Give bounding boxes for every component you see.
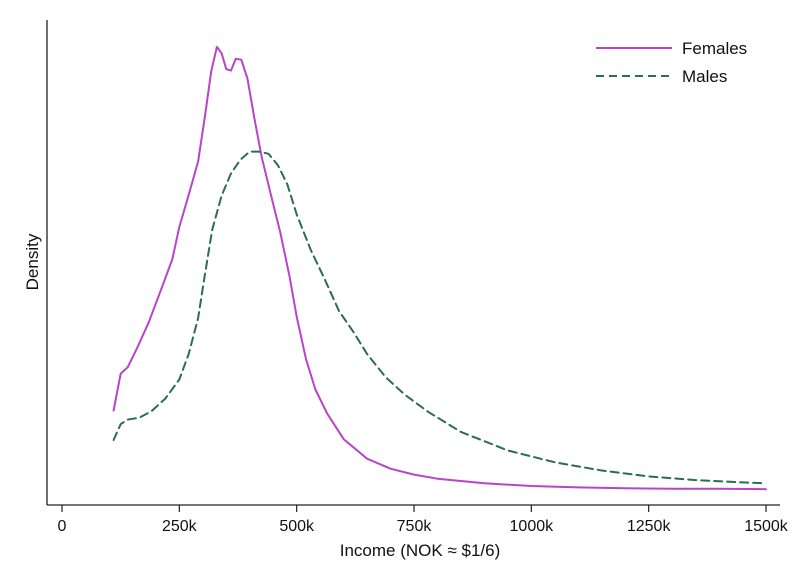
x-tick-label: 750k xyxy=(397,518,433,535)
x-tick-label: 1000k xyxy=(510,518,555,535)
x-tick-label: 1250k xyxy=(627,518,672,535)
x-tick-label: 0 xyxy=(58,518,67,535)
x-tick-label: 500k xyxy=(279,518,315,535)
x-axis-ticks: 0 250k 500k 750k 1000k 1250k 1500k xyxy=(58,505,789,535)
x-tick-label: 250k xyxy=(162,518,198,535)
series-lines xyxy=(112,45,767,491)
series-line-males xyxy=(112,150,767,485)
x-axis-title: Income (NOK ≈ $1/6) xyxy=(340,541,501,560)
series-line-females xyxy=(112,45,767,491)
x-tick-label: 1500k xyxy=(744,518,789,535)
legend-label-females: Females xyxy=(682,39,747,58)
y-axis-title: Density xyxy=(23,233,42,290)
legend-label-males: Males xyxy=(682,67,727,86)
legend: Females Males xyxy=(596,39,747,86)
